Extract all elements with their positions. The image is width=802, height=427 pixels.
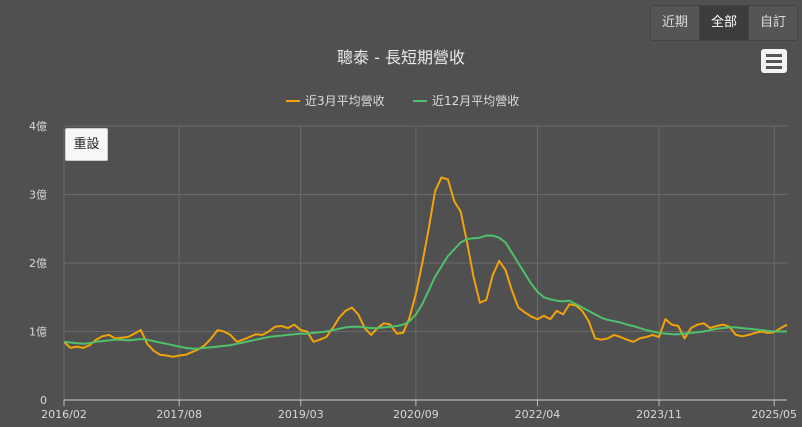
series-line-3m [63,176,788,358]
legend-item-3m[interactable]: 近3月平均營收 [286,92,385,109]
x-tick-label: 2020/09 [393,408,439,421]
legend-label-3m: 近3月平均營收 [305,94,385,108]
legend-swatch-3m [286,99,300,102]
y-tick-label: 4億 [29,120,47,133]
y-tick-label: 0 [40,394,47,407]
series-line-12m [63,234,787,350]
y-tick-label: 2億 [29,257,47,270]
legend-label-12m: 近12月平均營收 [432,94,520,108]
x-tick-label: 2019/03 [278,408,324,421]
y-tick-label: 1億 [29,326,47,339]
range-recent-button[interactable]: 近期 [651,6,699,40]
x-tick-label: 2022/04 [515,408,561,421]
reset-zoom-button[interactable]: 重設 [65,128,108,161]
range-custom-button[interactable]: 自訂 [748,6,797,40]
range-all-button[interactable]: 全部 [699,6,748,40]
x-tick-label: 2025/05 [751,408,797,421]
legend-swatch-12m [413,99,427,102]
legend: 近3月平均營收 近12月平均營收 [0,92,802,112]
x-tick-label: 2016/02 [41,408,87,421]
chart-title: 聰泰 - 長短期營收 [337,48,465,67]
x-tick-label: 2023/11 [636,408,682,421]
hamburger-menu-icon[interactable] [761,49,787,73]
legend-item-12m[interactable]: 近12月平均營收 [413,92,519,109]
range-selector: 近期 全部 自訂 [650,5,798,41]
x-tick-label: 2017/08 [156,408,202,421]
y-tick-label: 3億 [29,189,47,202]
